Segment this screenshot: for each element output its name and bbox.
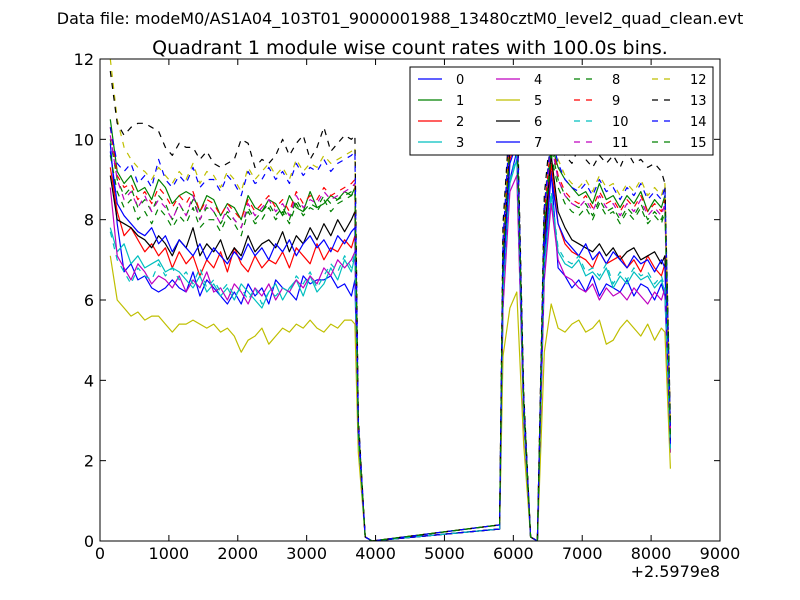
x-tick-label: 2000 — [217, 544, 258, 563]
series-line-14 — [109, 102, 671, 541]
legend-label-9: 9 — [612, 94, 620, 109]
series-line-3 — [109, 158, 671, 541]
legend-label-4: 4 — [534, 73, 542, 88]
x-tick-label: 8000 — [631, 544, 672, 563]
y-tick-label: 12 — [74, 50, 94, 69]
legend-label-0: 0 — [456, 73, 464, 88]
x-tick-label: 5000 — [424, 544, 465, 563]
x-tick-label: 7000 — [562, 544, 603, 563]
y-tick-label: 0 — [84, 532, 94, 551]
legend-label-15: 15 — [690, 136, 707, 151]
series-line-12 — [109, 59, 671, 541]
series-line-5 — [109, 255, 671, 541]
legend-label-5: 5 — [534, 94, 542, 109]
x-tick-label: 4000 — [355, 544, 396, 563]
y-tick-label: 10 — [74, 130, 94, 149]
legend-label-2: 2 — [456, 115, 464, 130]
legend-box — [409, 66, 714, 156]
series-line-15 — [109, 126, 671, 541]
legend-label-6: 6 — [534, 115, 542, 130]
legend-label-14: 14 — [690, 115, 707, 130]
series-line-11 — [109, 118, 671, 541]
x-tick-label: 1000 — [149, 544, 190, 563]
legend-label-3: 3 — [456, 136, 464, 151]
x-tick-label: 0 — [95, 544, 105, 563]
legend-label-12: 12 — [690, 73, 707, 88]
series-line-4 — [109, 174, 671, 541]
y-tick-label: 4 — [84, 371, 94, 390]
legend-label-7: 7 — [534, 136, 542, 151]
x-tick-label: 9000 — [700, 544, 741, 563]
legend-label-10: 10 — [612, 115, 629, 130]
legend-label-8: 8 — [612, 73, 620, 88]
y-tick-label: 6 — [84, 291, 94, 310]
x-tick-label: 3000 — [286, 544, 327, 563]
data-file-label: Data file: modeM0/AS1A04_103T01_90000019… — [57, 9, 743, 29]
series-layer — [109, 59, 671, 541]
legend-label-11: 11 — [612, 136, 629, 151]
legend-label-1: 1 — [456, 94, 464, 109]
series-line-7 — [109, 142, 671, 541]
x-tick-label: 6000 — [493, 544, 534, 563]
x-offset-label: +2.5979e8 — [631, 562, 720, 581]
series-line-10 — [109, 154, 671, 541]
axis-ticks: 0 1000 2000 3000 4000 5000 6000 7000 8000 9000 0 2 4… — [74, 50, 741, 563]
chart-title: Quadrant 1 module wise count rates with … — [152, 37, 668, 59]
series-line-8 — [109, 122, 671, 541]
y-tick-label: 8 — [84, 211, 94, 230]
legend-label-13: 13 — [690, 94, 707, 109]
y-tick-label: 2 — [84, 452, 94, 471]
